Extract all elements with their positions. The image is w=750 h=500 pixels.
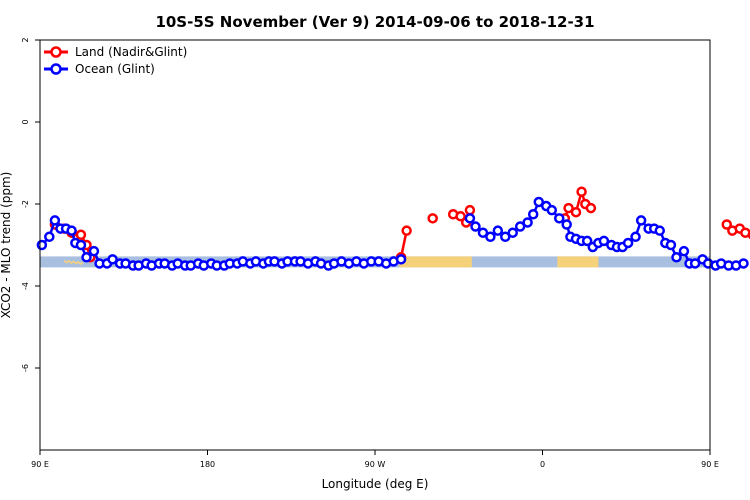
ocean-point — [738, 258, 749, 269]
axes: 90 E 180 90 W 0 90 E 2 0 -2 -4 -6 — [21, 37, 719, 469]
ocean-point — [581, 235, 593, 247]
ocean-point — [527, 209, 539, 220]
ocean-point — [75, 239, 87, 251]
ocean-point — [485, 231, 496, 243]
ocean-point — [477, 227, 489, 238]
legend-label-land: Land (Nadir&Glint) — [75, 45, 187, 59]
x-tick-label: 90 W — [365, 460, 386, 469]
y-axis-label: XCO2 - MLO trend (ppm) — [0, 172, 13, 319]
ocean-point — [554, 213, 565, 224]
ocean-point — [395, 254, 407, 265]
y-tick-label: 0 — [21, 119, 30, 124]
ocean-point — [81, 252, 92, 263]
land-bar-segment-1 — [557, 256, 599, 268]
ocean-point — [635, 215, 647, 226]
ocean-point — [654, 225, 665, 236]
x-axis-label: Longitude (deg E) — [322, 477, 429, 491]
ocean-point — [507, 227, 518, 238]
land-point — [401, 225, 412, 236]
ocean-point — [88, 245, 100, 257]
y-tick-label: -6 — [21, 364, 30, 372]
land-point — [427, 213, 438, 224]
chart-title: 10S-5S November (Ver 9) 2014-09-06 to 20… — [155, 13, 594, 31]
x-tick-label: 90 E — [31, 460, 49, 469]
land-point — [570, 206, 582, 218]
ocean-point — [44, 231, 55, 243]
land-point — [464, 204, 476, 216]
land-point — [75, 229, 87, 240]
ocean-point — [500, 231, 511, 243]
ocean-point — [514, 221, 526, 232]
land-point — [585, 202, 597, 214]
x-tick-label: 0 — [540, 460, 545, 469]
x-tick-label: 180 — [200, 460, 215, 469]
y-tick-label: -2 — [21, 200, 30, 208]
ocean-point — [49, 215, 61, 226]
ocean-point — [630, 231, 641, 243]
legend: Land (Nadir&Glint) Ocean (Glint) — [44, 45, 187, 76]
legend-marker-ocean — [50, 63, 62, 75]
land-point — [563, 202, 574, 214]
ocean-point — [622, 237, 634, 249]
ocean-point — [533, 196, 545, 208]
ocean-point — [107, 254, 118, 265]
land-point — [721, 219, 732, 230]
ocean-point — [671, 252, 682, 263]
land-bar-segment-0 — [399, 256, 472, 268]
land-point — [576, 186, 587, 197]
ocean-point — [665, 239, 677, 251]
y-tick-label: 2 — [21, 37, 30, 42]
series-layer — [36, 186, 750, 271]
legend-marker-land — [50, 46, 62, 58]
ocean-point — [561, 219, 572, 230]
ocean-point — [470, 221, 481, 232]
land-island-0 — [63, 259, 84, 266]
legend-label-ocean: Ocean (Glint) — [75, 62, 155, 76]
ocean-point — [464, 213, 476, 224]
ocean-point — [522, 217, 533, 228]
ocean-point — [492, 225, 504, 236]
ocean-point — [598, 235, 610, 247]
ocean-point — [66, 225, 77, 236]
land-point — [455, 211, 466, 222]
ocean-point — [689, 258, 701, 269]
ocean-point — [546, 204, 558, 216]
ocean-point — [36, 239, 48, 251]
x-tick-label: 90 E — [701, 460, 719, 469]
y-tick-label: -4 — [21, 282, 30, 290]
ocean-point — [678, 245, 690, 257]
